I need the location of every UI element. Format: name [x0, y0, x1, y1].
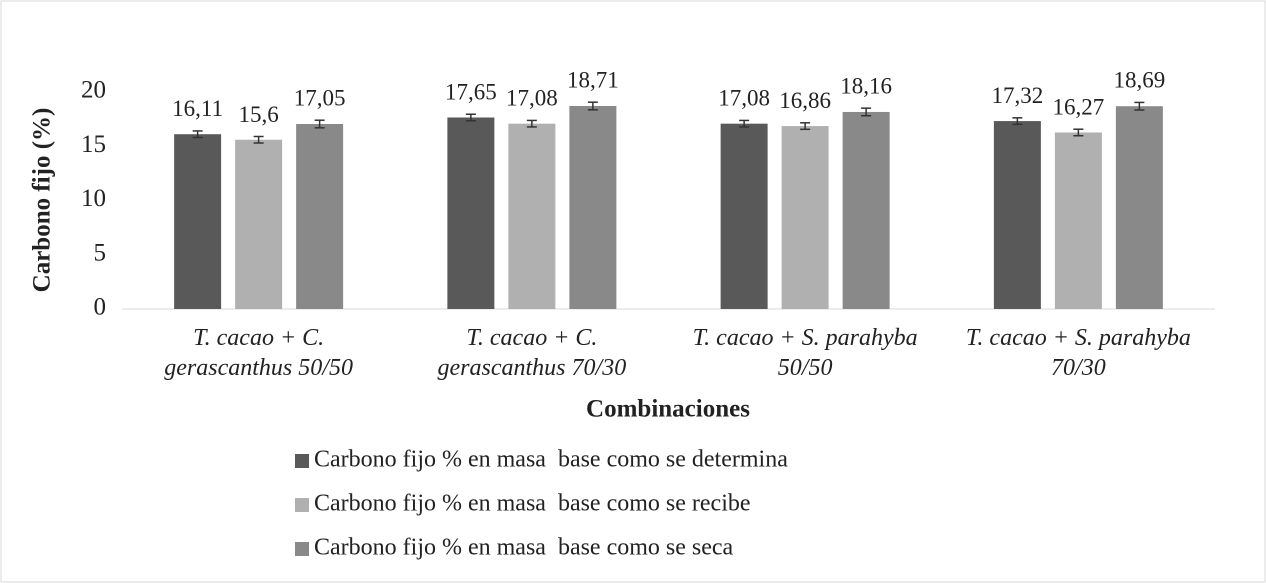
bar	[720, 123, 768, 309]
legend-swatch	[295, 498, 309, 512]
bar	[174, 134, 222, 309]
y-tick-label: 15	[81, 131, 106, 158]
data-label: 17,05	[294, 85, 346, 110]
data-label: 17,08	[506, 86, 558, 111]
data-label: 18,69	[1114, 68, 1166, 93]
data-label: 16,86	[779, 88, 831, 113]
y-tick-label: 5	[94, 239, 107, 266]
bar	[1054, 132, 1102, 309]
data-label: 16,11	[172, 96, 223, 121]
bar	[296, 124, 344, 309]
data-label: 18,71	[567, 67, 619, 92]
legend-label: Carbono fijo % en masa base como se dete…	[314, 447, 788, 473]
bar	[569, 105, 617, 310]
legend-swatch	[295, 454, 309, 468]
bar	[447, 117, 495, 309]
data-label: 17,32	[992, 83, 1044, 108]
x-tick-label: T. cacao + C. gerascanthus 70/30	[437, 325, 627, 381]
data-label: 17,08	[718, 86, 770, 111]
bar	[508, 123, 556, 309]
y-tick-label: 20	[81, 77, 106, 104]
bar	[993, 121, 1041, 309]
data-label: 18,16	[840, 73, 892, 98]
bar	[842, 111, 890, 310]
legend-swatch	[295, 542, 309, 556]
bar	[1115, 106, 1163, 309]
y-axis-title: Carbono fijo (%)	[29, 108, 56, 293]
x-tick-label: T. cacao + S. parahyba 50/50	[692, 325, 918, 381]
y-tick-label: 10	[81, 185, 106, 212]
data-label: 16,27	[1053, 94, 1105, 119]
legend-label: Carbono fijo % en masa base como se seca	[314, 535, 734, 561]
y-tick-label: 0	[94, 294, 107, 321]
x-axis-title: Combinaciones	[586, 396, 750, 423]
bar	[781, 126, 829, 309]
legend-label: Carbono fijo % en masa base como se reci…	[314, 491, 751, 517]
data-label: 17,65	[445, 80, 497, 105]
x-tick-label: T. cacao + C. gerascanthus 50/50	[164, 325, 353, 381]
bar	[235, 139, 283, 309]
x-tick-label: T. cacao + S. parahyba 70/30	[965, 325, 1191, 381]
data-label: 15,6	[239, 102, 279, 127]
